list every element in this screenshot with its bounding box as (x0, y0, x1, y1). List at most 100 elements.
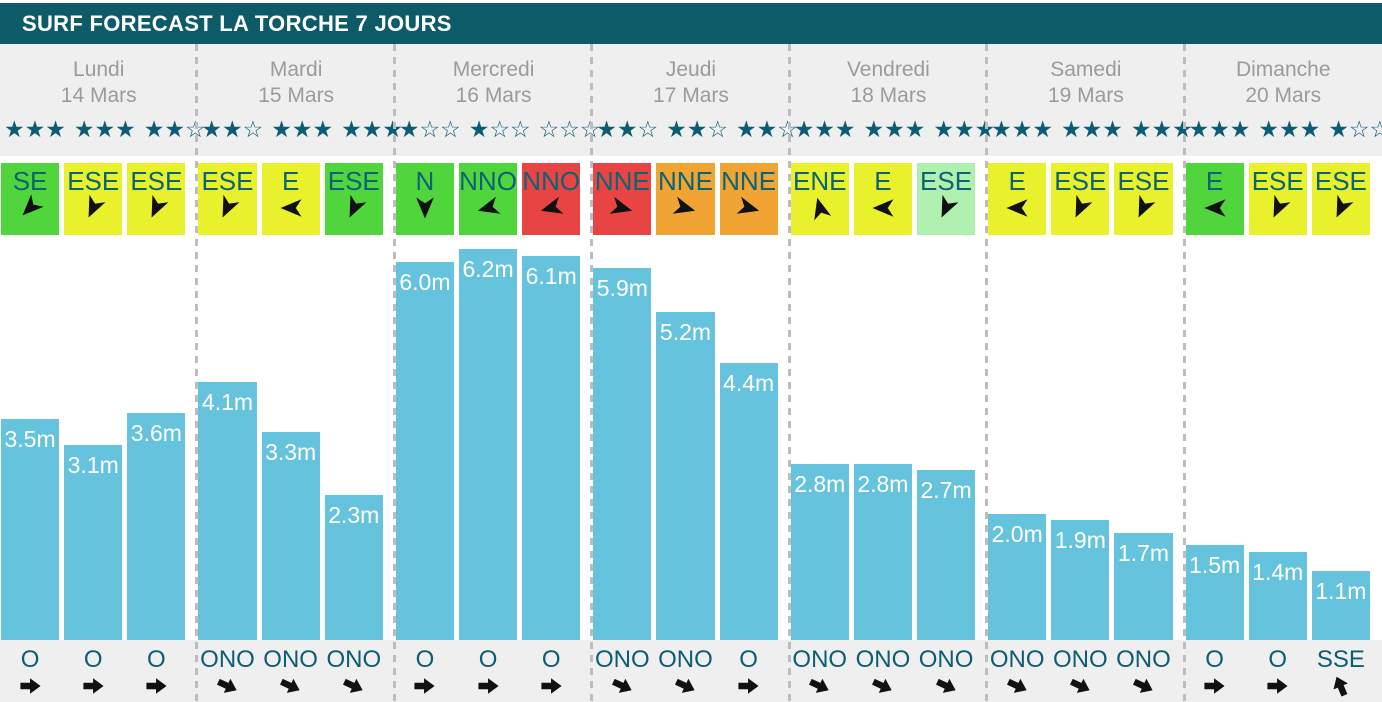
wave-height-label: 1.7m (1117, 540, 1170, 566)
wind-slot: E (1185, 156, 1244, 235)
swell-slot: O (720, 640, 778, 702)
wind-box: E (988, 163, 1047, 235)
wave-height-label: 6.1m (525, 263, 577, 289)
wind-slot: ESE (1114, 156, 1173, 235)
wave-bar: 1.1m (1311, 571, 1370, 640)
wave-cell-jeudi: 5.9m 5.2m 4.4m (592, 235, 789, 640)
wave-bar: 6.0m (395, 262, 454, 640)
swell-cell-mardi: ONO ONO ONO (197, 640, 394, 702)
wind-direction-label: NNO (522, 166, 581, 196)
day-date: 14 Mars (60, 84, 137, 107)
swell-slot: ONO (854, 640, 912, 702)
wave-slot: 5.2m (656, 235, 715, 640)
wave-cell-mercredi: 6.0m 6.2m 6.1m (395, 235, 592, 640)
wind-slot: NNE (593, 156, 652, 235)
swell-triple: ONO ONO ONO (987, 640, 1184, 702)
star-group: ★★☆ (201, 117, 264, 143)
swell-direction-label: ONO (989, 646, 1045, 673)
wave-slot: 1.5m (1185, 235, 1244, 640)
bars-triple: 6.0m 6.2m 6.1m (395, 235, 592, 640)
wave-bar: 3.1m (64, 445, 123, 640)
swell-cell-dimanche: O O SSE (1185, 640, 1382, 702)
wind-box: N (395, 163, 454, 235)
star-group: ★★★ (991, 117, 1053, 143)
wind-direction-arrow-icon (1273, 194, 1291, 218)
wind-slot: E (988, 156, 1047, 235)
bars-triple: 5.9m 5.2m 4.4m (592, 235, 789, 640)
swell-direction-arrow-icon (1006, 678, 1027, 693)
wind-direction-label: ENE (793, 166, 847, 196)
swell-slot: O (1186, 640, 1244, 702)
wind-cell-samedi: E ESE ESE (987, 156, 1184, 235)
day-date: 16 Mars (455, 84, 532, 107)
wind-box: ENE (790, 163, 849, 235)
wave-height-label: 2.0m (991, 521, 1043, 547)
day-date: 19 Mars (1047, 84, 1124, 107)
day-header-mardi: Mardi 15 Mars ★★☆ ★★★ ★★★ (197, 44, 403, 156)
wave-cell-dimanche: 1.5m 1.4m 1.1m (1185, 235, 1382, 640)
wind-direction-arrow-icon (609, 196, 633, 214)
swell-direction-label: ONO (595, 646, 650, 673)
wave-bar: 3.5m (1, 419, 60, 640)
day-date: 15 Mars (258, 84, 335, 107)
day-header-vendredi: Vendredi 18 Mars ★★★ ★★★ ★★★ (790, 44, 996, 156)
wind-direction-label: ESE (327, 166, 380, 196)
wind-slot: SE (1, 156, 60, 235)
swell-row: O O O ONO ONO ONO O O O ONO ONO O ONO ONO ONO ONO ONO ONO… (0, 640, 1382, 702)
wind-box: ESE (64, 163, 123, 235)
wind-box: SE (1, 163, 60, 235)
wind-direction-arrow-icon (941, 194, 959, 218)
swell-direction-label: O (478, 646, 498, 673)
wind-direction-arrow-icon (416, 197, 434, 219)
wind-box: ESE (1248, 163, 1307, 235)
day-header-dimanche: Dimanche 20 Mars ★★★ ★★★ ★☆☆ (1185, 44, 1382, 156)
wind-direction-arrow-icon (813, 197, 831, 221)
swell-direction-label: ONO (1116, 646, 1171, 673)
star-group: ★★★ (933, 117, 996, 143)
swell-direction-label: ONO (1052, 646, 1108, 673)
wind-direction-label: NNO (459, 166, 517, 196)
wind-slot: ESE (1248, 156, 1307, 235)
wind-direction-arrow-icon (477, 196, 501, 214)
wind-triple: NNE NNE NNE (592, 156, 789, 235)
star-group: ★★☆ (666, 117, 728, 143)
wind-box: ESE (1114, 163, 1173, 235)
swell-direction-arrow-icon (1333, 676, 1349, 697)
wave-height-label: 1.1m (1315, 578, 1367, 604)
wave-bar: 5.2m (656, 312, 715, 640)
wind-cell-lundi: SE ESE ESE (0, 156, 197, 235)
wave-height-label: 5.9m (596, 275, 648, 301)
swell-slot: O (127, 640, 185, 702)
wave-height-label: 6.0m (399, 269, 451, 295)
day-date: 17 Mars (653, 84, 729, 107)
swell-direction-arrow-icon (872, 678, 893, 693)
star-group: ★★☆ (596, 117, 659, 143)
wind-box: ESE (1311, 163, 1370, 235)
wave-height-label: 3.1m (67, 452, 119, 478)
star-group: ★★★ (1060, 117, 1123, 143)
wind-direction-arrow-icon (1139, 194, 1156, 218)
swell-direction-arrow-icon (611, 678, 632, 693)
wind-direction-label: ESE (201, 166, 254, 196)
wind-slot: ESE (324, 156, 383, 235)
wind-box: E (1185, 163, 1244, 235)
wave-slot: 1.1m (1311, 235, 1370, 640)
wave-cell-samedi: 2.0m 1.9m 1.7m (987, 235, 1184, 640)
wave-slot: 6.1m (522, 235, 581, 640)
wind-direction-arrow-icon (872, 199, 894, 217)
wind-slot: N (395, 156, 454, 235)
wave-slot: 2.7m (916, 235, 976, 640)
swell-direction-arrow-icon (216, 678, 237, 693)
wind-slot: ESE (1051, 156, 1110, 235)
wave-slot: 6.2m (458, 235, 518, 640)
wind-slot: E (261, 156, 320, 235)
wave-bar: 5.9m (593, 268, 652, 640)
wind-direction-arrow-icon (736, 196, 759, 214)
day-name: Vendredi (846, 58, 930, 81)
wind-triple: E ESE ESE (987, 156, 1184, 235)
wind-box: ESE (916, 163, 976, 235)
wind-direction-label: ESE (1117, 166, 1170, 196)
wind-direction-label: ESE (1314, 166, 1367, 196)
wind-box: ESE (127, 163, 186, 235)
